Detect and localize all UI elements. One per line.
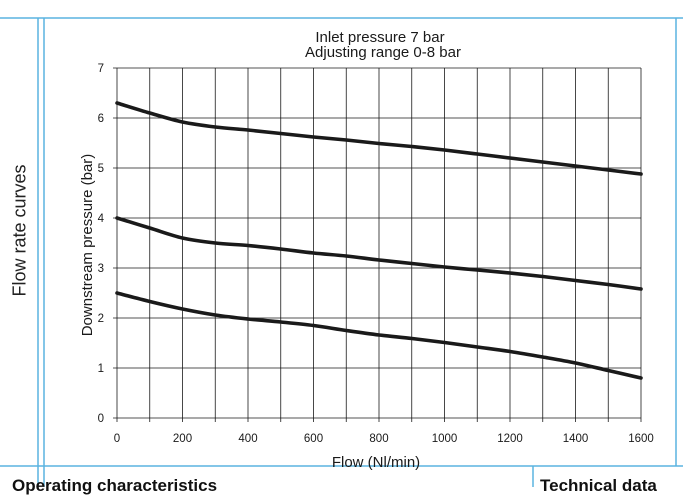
x-tick-label: 600: [304, 433, 323, 445]
y-tick-label: 0: [98, 413, 104, 425]
tick-layer: 0 200 400 600 800 1000 1200 1400 1600 0 1 2 3 4 5 6 7: [98, 63, 654, 445]
curve-4.0-bar: [115, 216, 643, 291]
curve-6.3-bar: [115, 101, 643, 176]
operating-characteristics-heading: Operating characteristics: [12, 476, 218, 495]
y-tick-label: 5: [98, 163, 104, 175]
x-tick-label: 1000: [432, 433, 458, 445]
x-tick-label: 1200: [497, 433, 523, 445]
technical-data-heading: Technical data: [540, 476, 657, 495]
x-tick-label: 400: [238, 433, 257, 445]
x-tick-label: 0: [114, 433, 120, 445]
grid-layer: [113, 67, 642, 422]
x-tick-label: 200: [173, 433, 192, 445]
chart-title: Inlet pressure 7 bar: [315, 29, 444, 46]
x-axis-label: Flow (Nl/min): [332, 454, 420, 471]
y-tick-label: 2: [98, 313, 104, 325]
chart-subtitle: Adjusting range 0-8 bar: [305, 44, 461, 61]
y-tick-label: 3: [98, 263, 104, 275]
y-tick-label: 6: [98, 113, 104, 125]
y-axis-label: Downstream pressure (bar): [79, 154, 96, 337]
y-tick-label: 4: [98, 213, 105, 225]
y-tick-label: 1: [98, 363, 104, 375]
curve-layer: [115, 101, 643, 380]
curve-2.5-bar: [115, 291, 643, 380]
y-tick-label: 7: [98, 63, 104, 75]
x-tick-label: 1400: [563, 433, 589, 445]
x-tick-label: 800: [369, 433, 388, 445]
x-tick-label: 1600: [628, 433, 654, 445]
